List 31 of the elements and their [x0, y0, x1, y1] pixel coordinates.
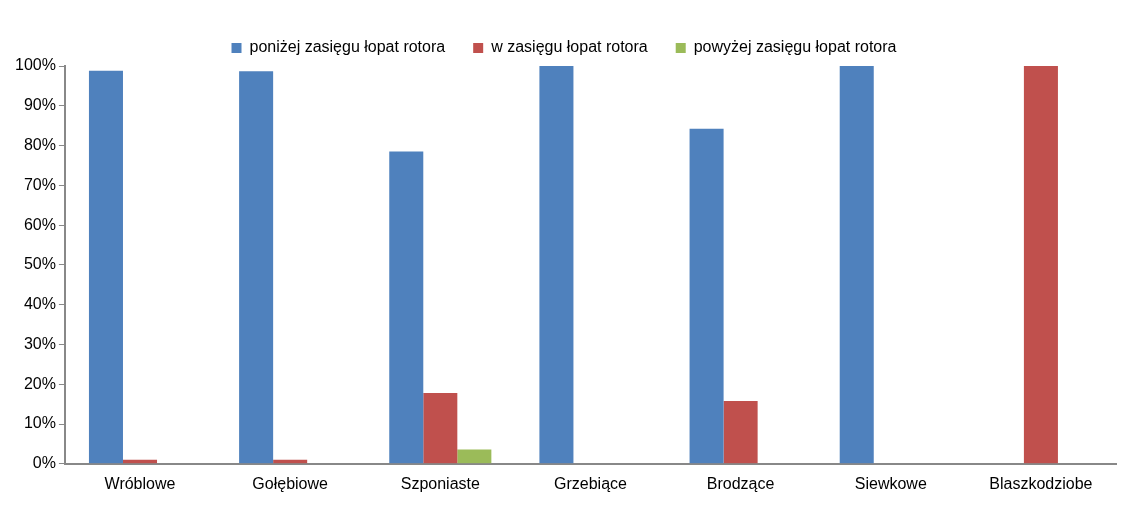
x-tick-label: Gołębiowe — [252, 474, 329, 492]
y-tick-label: 90% — [23, 96, 56, 114]
bar — [689, 128, 724, 464]
bar — [457, 449, 492, 464]
x-tick-label: Grzebiące — [554, 474, 628, 492]
bar — [723, 400, 758, 464]
x-tick-label: Wróblowe — [104, 474, 176, 492]
y-tick-label: 10% — [23, 414, 56, 432]
y-tick-label: 80% — [23, 135, 56, 153]
y-tick-label: 40% — [23, 295, 56, 313]
x-tick-label: Brodzące — [706, 474, 775, 492]
bar — [389, 151, 424, 464]
y-tick-label: 50% — [23, 255, 56, 273]
y-tick-label: 30% — [23, 334, 56, 352]
y-tick-label: 0% — [32, 454, 56, 472]
y-tick-label: 20% — [23, 374, 56, 392]
x-tick-label: Szponiaste — [400, 474, 480, 492]
bar — [1023, 66, 1058, 464]
legend-label: powyżej zasięgu łopat rotora — [693, 38, 897, 56]
bar — [539, 66, 574, 464]
bar — [839, 66, 874, 464]
y-tick-label: 70% — [23, 175, 56, 193]
bar — [239, 71, 274, 464]
legend-label: w zasięgu łopat rotora — [490, 38, 648, 56]
y-tick-label: 100% — [15, 56, 56, 74]
y-tick-label: 60% — [23, 215, 56, 233]
legend-label: poniżej zasięgu łopat rotora — [249, 38, 446, 56]
bar — [88, 70, 123, 464]
bar — [423, 392, 458, 464]
x-tick-label: Blaszkodziobe — [989, 474, 1093, 492]
x-tick-label: Siewkowe — [854, 474, 927, 492]
